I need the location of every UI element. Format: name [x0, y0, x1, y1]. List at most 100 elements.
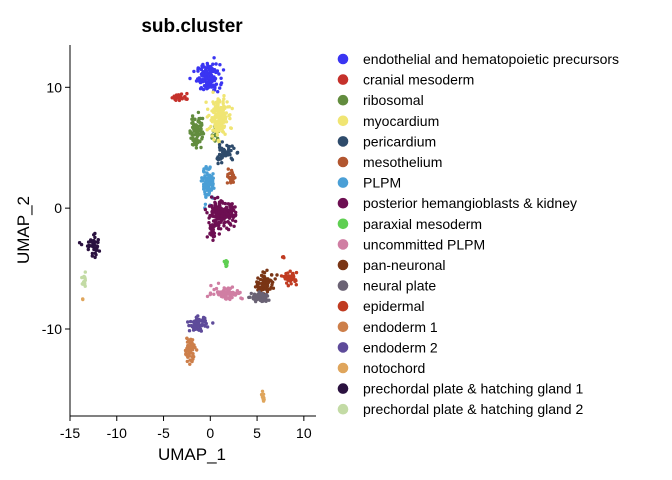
- legend-swatch: [337, 115, 349, 127]
- data-point: [204, 100, 208, 104]
- data-point: [83, 278, 88, 282]
- data-point: [286, 284, 290, 288]
- data-point: [213, 129, 217, 133]
- data-point: [190, 359, 194, 364]
- data-point: [282, 274, 286, 279]
- data-point: [269, 279, 273, 283]
- data-point: [222, 148, 227, 153]
- data-point: [206, 63, 210, 68]
- data-point: [223, 291, 228, 296]
- data-point: [211, 227, 215, 232]
- data-point: [195, 348, 199, 352]
- data-point: [217, 152, 222, 157]
- data-point: [202, 182, 206, 186]
- data-point: [188, 319, 193, 324]
- data-point: [211, 62, 215, 66]
- legend-item: paraxial mesoderm: [337, 216, 482, 232]
- data-point: [289, 282, 293, 286]
- data-point: [260, 389, 265, 393]
- data-point: [180, 97, 184, 101]
- y-axis-title: UMAP_2: [14, 196, 33, 264]
- legend-swatch: [337, 239, 349, 250]
- y-ticks: -10 0 10: [42, 79, 70, 337]
- data-point: [212, 102, 216, 106]
- data-point: [293, 279, 297, 284]
- data-point: [224, 120, 229, 124]
- data-point: [218, 139, 222, 144]
- data-point: [205, 171, 209, 175]
- data-point: [199, 129, 203, 133]
- data-point: [200, 71, 204, 76]
- data-point: [267, 298, 271, 302]
- data-point: [210, 175, 214, 179]
- data-point: [199, 145, 203, 150]
- legend-swatch: [337, 74, 349, 85]
- data-point: [256, 276, 260, 280]
- data-point: [192, 127, 197, 132]
- data-point: [225, 212, 230, 216]
- data-point: [211, 110, 216, 115]
- data-point: [188, 131, 192, 135]
- data-point: [185, 359, 189, 364]
- data-point: [217, 293, 221, 297]
- data-point: [234, 210, 238, 215]
- data-point: [90, 251, 95, 256]
- data-point: [219, 199, 223, 203]
- data-point: [294, 283, 298, 287]
- data-point: [83, 270, 88, 274]
- data-point: [215, 121, 219, 125]
- data-point: [261, 399, 266, 403]
- data-point: [190, 355, 194, 359]
- legend-item: mesothelium: [337, 154, 442, 170]
- data-point: [203, 174, 207, 178]
- data-point: [257, 290, 261, 294]
- data-point: [285, 281, 289, 285]
- data-point: [193, 345, 197, 350]
- data-point: [223, 208, 227, 213]
- data-point: [234, 213, 238, 217]
- data-point: [187, 340, 191, 344]
- data-point: [225, 260, 229, 264]
- data-point: [208, 214, 212, 218]
- legend-label: ribosomal: [363, 92, 424, 108]
- data-point: [223, 201, 227, 206]
- data-point: [261, 392, 266, 396]
- data-point: [187, 329, 192, 333]
- data-point: [198, 87, 203, 91]
- data-point: [96, 238, 101, 242]
- data-point: [264, 299, 268, 303]
- data-point: [92, 240, 97, 244]
- legend-label: endoderm 2: [363, 339, 438, 355]
- data-point: [194, 143, 198, 147]
- legend-swatch: [337, 94, 349, 106]
- scatter-points: [77, 56, 299, 403]
- data-point: [201, 62, 205, 67]
- data-point: [192, 69, 196, 74]
- data-point: [229, 181, 233, 185]
- legend-label: mesothelium: [363, 154, 442, 170]
- data-point: [179, 92, 184, 96]
- data-point: [215, 133, 220, 137]
- data-point: [192, 138, 196, 142]
- data-point: [213, 215, 217, 219]
- x-tick-label: 5: [253, 425, 261, 441]
- legend-item: endoderm 1: [337, 319, 438, 335]
- data-point: [228, 116, 232, 121]
- data-point: [186, 353, 190, 358]
- data-point: [193, 320, 197, 324]
- data-point: [199, 121, 204, 126]
- data-point: [230, 106, 234, 111]
- data-point: [205, 294, 210, 299]
- data-point: [201, 65, 205, 69]
- data-point: [205, 325, 210, 329]
- data-point: [205, 128, 209, 132]
- data-point: [202, 169, 206, 173]
- data-point: [227, 296, 231, 300]
- data-point: [81, 297, 85, 302]
- data-point: [188, 362, 192, 366]
- legend-swatch: [337, 197, 349, 209]
- data-point: [190, 344, 194, 348]
- data-point: [214, 62, 218, 66]
- data-point: [193, 117, 197, 122]
- data-point: [216, 90, 220, 94]
